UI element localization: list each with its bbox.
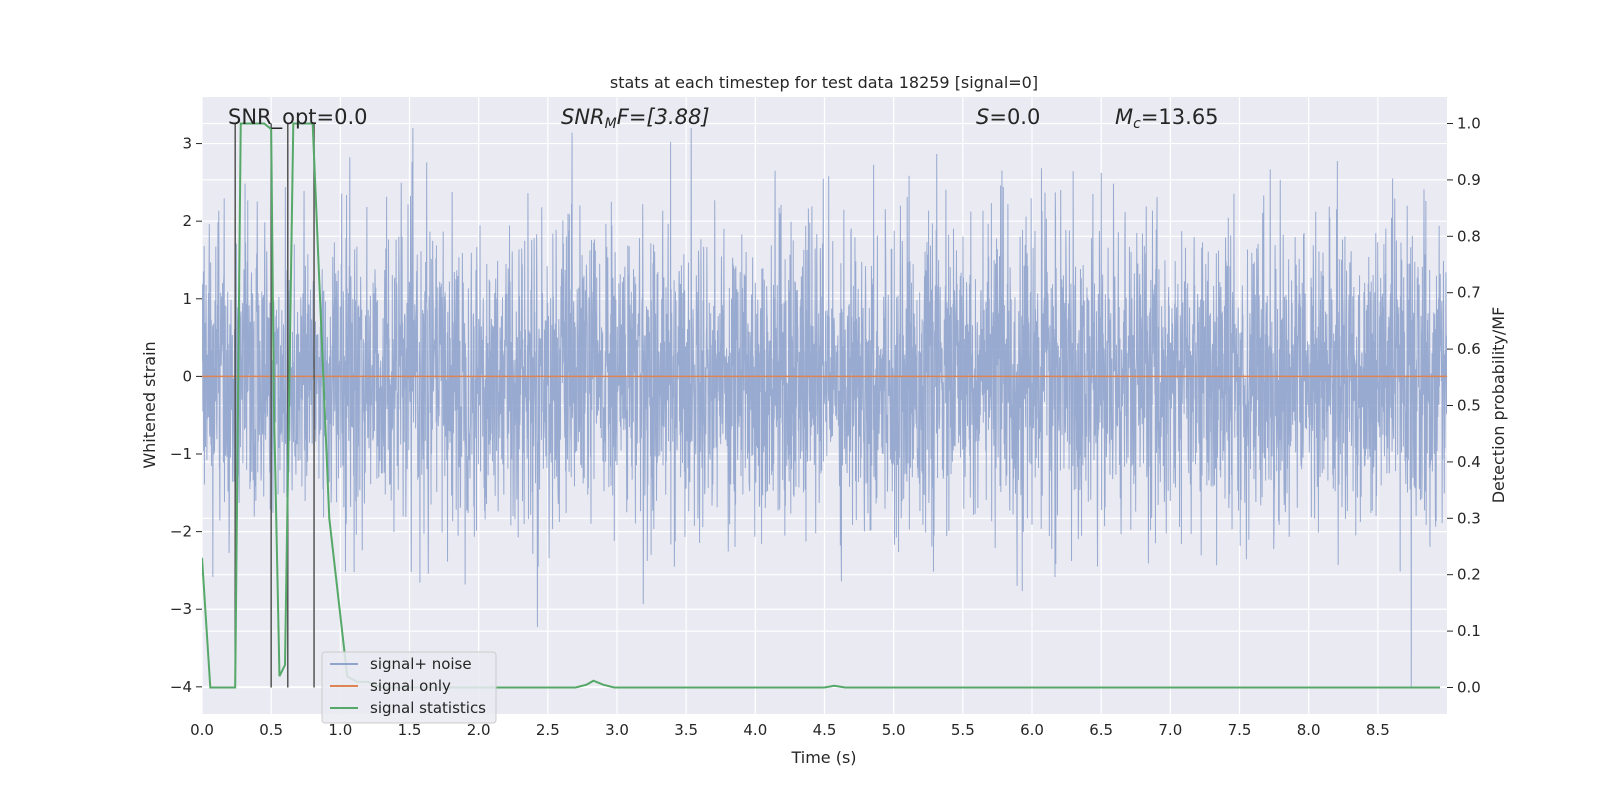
annotation-snr-opt: SNR_opt=0.0	[228, 105, 368, 130]
x-tick-label-12: 6.0	[1020, 721, 1044, 739]
x-tick-label-17: 8.5	[1366, 721, 1390, 739]
y-right-tick-label-7: 0.3	[1457, 509, 1481, 527]
y-right-tick-label-9: 0.1	[1457, 622, 1481, 640]
y-left-tick-label-6: −3	[170, 600, 192, 618]
y-right-tick-label-10: 0.0	[1457, 678, 1481, 696]
y-left-tick-label-0: 3	[182, 135, 192, 153]
annotation-mc-sub: c	[1133, 116, 1141, 132]
legend-label-signal-only: signal only	[370, 677, 451, 695]
y-left-tick-label-3: 0	[182, 367, 192, 385]
x-tick-label-5: 2.5	[536, 721, 560, 739]
y-right-tick-label-6: 0.4	[1457, 453, 1481, 471]
y-left-tick-label-7: −4	[170, 678, 192, 696]
x-tick-label-3: 1.5	[398, 721, 422, 739]
annotation-mc-rest: =13.65	[1141, 105, 1219, 129]
x-tick-label-8: 4.0	[743, 721, 767, 739]
x-tick-label-15: 7.5	[1228, 721, 1252, 739]
x-tick-label-10: 5.0	[882, 721, 906, 739]
x-tick-label-14: 7.0	[1158, 721, 1182, 739]
y-right-tick-label-1: 0.9	[1457, 171, 1481, 189]
series-signal-statistics	[202, 122, 1441, 689]
x-tick-label-2: 1.0	[328, 721, 352, 739]
y-left-tick-label-5: −2	[170, 523, 192, 541]
legend-label-signal-plus-noise: signal+ noise	[370, 655, 472, 673]
annotation-snr-mf-main: SNR	[561, 105, 605, 129]
annotation-snr-mf-rest: F=[3.88]	[617, 105, 710, 129]
annotation-s: S=0.0	[976, 105, 1040, 129]
signal-statistics-line	[202, 122, 1441, 689]
y-right-tick-label-4: 0.6	[1457, 340, 1481, 358]
y-axis-right-label: Detection probability/MF	[1489, 307, 1508, 504]
y-right-tick-label-2: 0.8	[1457, 227, 1481, 245]
y-axis-left-label: Whitened strain	[140, 341, 159, 468]
x-tick-label-16: 8.0	[1297, 721, 1321, 739]
y-axis-left-ticks: 3 2 1 0 −1 −2 −3 −4	[170, 135, 202, 696]
y-left-tick-label-2: 1	[182, 290, 192, 308]
x-tick-label-0: 0.0	[190, 721, 214, 739]
legend-box	[321, 651, 497, 724]
x-tick-label-11: 5.5	[951, 721, 975, 739]
x-axis-ticks: 0.0 0.5 1.0 1.5 2.0 2.5 3.0 3.5 4.0 4.5 5.0 5.5 6.0 6…	[190, 721, 1390, 739]
x-axis-label: Time (s)	[790, 748, 856, 767]
x-tick-label-13: 6.5	[1089, 721, 1113, 739]
annotation-s-var: S	[976, 105, 989, 129]
y-right-tick-label-5: 0.5	[1457, 397, 1481, 415]
annotation-snr-mf-sub: M	[605, 116, 617, 132]
y-right-tick-label-3: 0.7	[1457, 284, 1481, 302]
legend: signal+ noise signal only signal statist…	[321, 651, 497, 724]
y-left-tick-label-4: −1	[170, 445, 192, 463]
y-right-tick-label-0: 1.0	[1457, 115, 1481, 133]
x-tick-label-9: 4.5	[813, 721, 837, 739]
annotation-snr-mf: SNRMF=[3.88]	[561, 105, 710, 132]
annotation-mc: Mc=13.65	[1115, 105, 1219, 132]
x-tick-label-1: 0.5	[259, 721, 283, 739]
legend-label-signal-statistics: signal statistics	[370, 699, 486, 717]
y-axis-right-ticks: 1.0 0.9 0.8 0.7 0.6 0.5 0.4 0.3 0.2 0.1 0.0	[1447, 115, 1481, 696]
x-tick-label-6: 3.0	[605, 721, 629, 739]
annotation-s-rest: =0.0	[989, 105, 1040, 129]
x-tick-label-4: 2.0	[467, 721, 491, 739]
annotation-mc-var: M	[1115, 105, 1133, 129]
chart-title: stats at each timestep for test data 182…	[610, 73, 1038, 92]
y-right-tick-label-8: 0.2	[1457, 566, 1481, 584]
y-left-tick-label-1: 2	[182, 212, 192, 230]
x-tick-label-7: 3.5	[674, 721, 698, 739]
series-signal-plus-noise	[202, 128, 1447, 687]
noise-line	[202, 128, 1447, 687]
